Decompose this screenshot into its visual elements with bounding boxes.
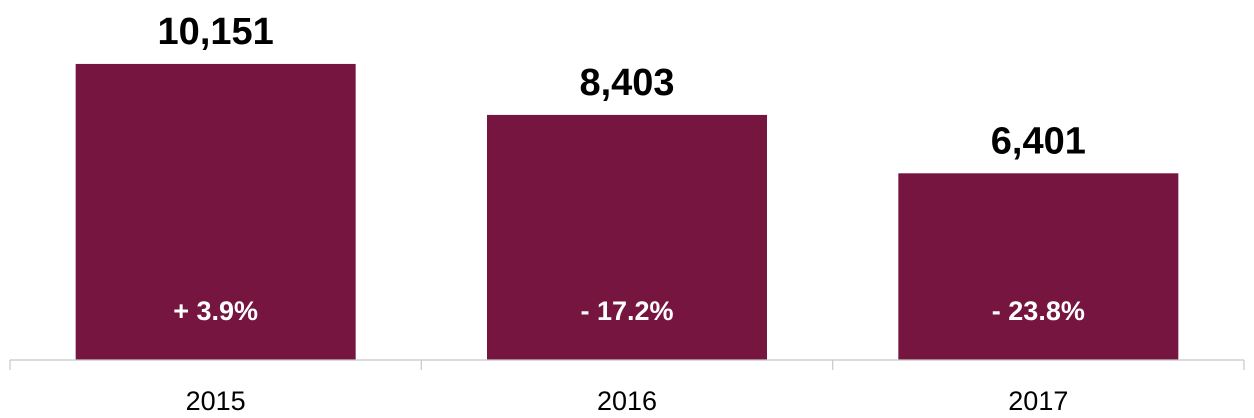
bars-group <box>75 63 1179 360</box>
value-label-2016: 8,403 <box>579 62 674 104</box>
x-tick-label-2017: 2017 <box>1008 386 1068 416</box>
bar-2015 <box>75 63 356 360</box>
value-label-2015: 10,151 <box>158 11 274 53</box>
x-axis <box>9 359 1245 370</box>
value-label-2017: 6,401 <box>991 120 1086 162</box>
bar-2016 <box>487 114 767 360</box>
bar-2017 <box>898 173 1179 360</box>
x-tick-label-2015: 2015 <box>186 386 246 416</box>
change-label-2015: + 3.9% <box>173 296 258 326</box>
x-tick-label-2016: 2016 <box>597 386 657 416</box>
change-label-2016: - 17.2% <box>580 296 673 326</box>
change-label-2017: - 23.8% <box>992 296 1085 326</box>
labels-group: 10,151 + 3.9% 2015 8,403 - 17.2% 2016 6,401 - 2… <box>158 11 1086 416</box>
